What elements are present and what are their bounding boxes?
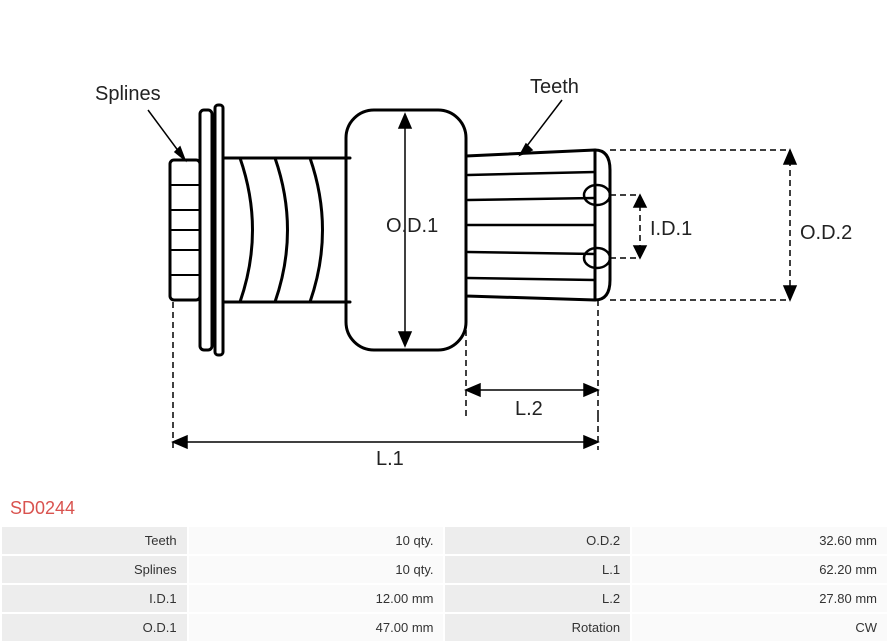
spec-val: 27.80 mm [632, 585, 887, 612]
spec-val: 32.60 mm [632, 527, 887, 554]
spec-val: 12.00 mm [189, 585, 444, 612]
technical-drawing [0, 0, 889, 490]
spec-val: CW [632, 614, 887, 641]
label-splines: Splines [95, 83, 161, 106]
table-row: Teeth10 qty.O.D.232.60 mm [2, 527, 887, 554]
spec-val: 10 qty. [189, 556, 444, 583]
label-od1: O.D.1 [386, 215, 438, 238]
spec-key: O.D.2 [445, 527, 630, 554]
diagram-container: Splines Teeth O.D.1 I.D.1 O.D.2 L.2 L.1 [0, 0, 889, 490]
spec-key: O.D.1 [2, 614, 187, 641]
spec-key: L.2 [445, 585, 630, 612]
spec-key: I.D.1 [2, 585, 187, 612]
spec-val: 62.20 mm [632, 556, 887, 583]
label-l2: L.2 [515, 398, 543, 421]
spec-val: 47.00 mm [189, 614, 444, 641]
spec-key: Rotation [445, 614, 630, 641]
table-row: I.D.112.00 mmL.227.80 mm [2, 585, 887, 612]
label-id1: I.D.1 [650, 218, 692, 241]
spec-key: Splines [2, 556, 187, 583]
table-row: Splines10 qty.L.162.20 mm [2, 556, 887, 583]
label-l1: L.1 [376, 448, 404, 471]
spec-key: Teeth [2, 527, 187, 554]
part-number: SD0244 [0, 490, 889, 525]
table-row: O.D.147.00 mmRotationCW [2, 614, 887, 641]
label-od2: O.D.2 [800, 222, 852, 245]
spec-table: Teeth10 qty.O.D.232.60 mmSplines10 qty.L… [0, 525, 889, 643]
label-teeth: Teeth [530, 76, 579, 99]
spec-val: 10 qty. [189, 527, 444, 554]
spec-key: L.1 [445, 556, 630, 583]
